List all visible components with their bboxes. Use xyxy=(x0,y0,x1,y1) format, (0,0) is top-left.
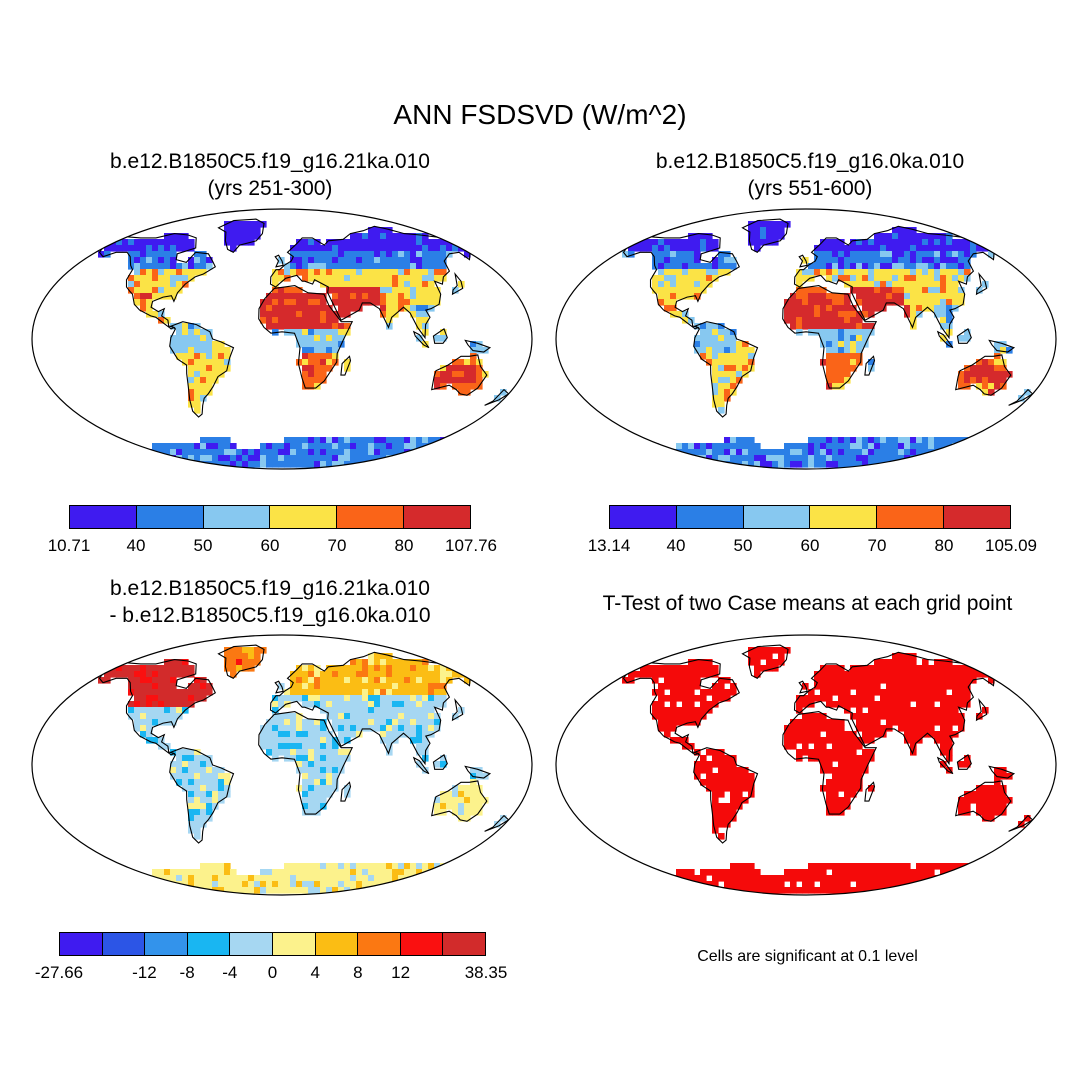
map-panel-bottom-left-cells xyxy=(98,647,507,894)
colorbar-top-right-label-2: 50 xyxy=(733,536,753,555)
map-panel-top-right-cells xyxy=(622,221,1031,468)
colorbar-top-left-swatch-1 xyxy=(136,506,204,528)
colorbar-bottom-left-swatch-6 xyxy=(315,933,359,955)
colorbar-top-left-swatch-5 xyxy=(404,506,470,528)
colorbar-top-right-swatch-2 xyxy=(743,506,811,528)
colorbar-bottom-left-label-4: -4 xyxy=(222,963,238,982)
colorbar-top-right-swatch-3 xyxy=(810,506,878,528)
colorbar-top-left-swatch-0 xyxy=(70,506,137,528)
map-panel-bottom-right-coastlines xyxy=(622,644,1034,844)
colorbar-bottom-left-swatch-8 xyxy=(400,933,444,955)
colorbar-top-right-label-3: 60 xyxy=(800,536,820,555)
map-panel-bottom-left-border xyxy=(31,634,533,896)
colorbar-bottom-left-label-10: 38.35 xyxy=(464,963,508,982)
colorbar-top-left-swatch-3 xyxy=(270,506,338,528)
colorbar-top-right-label-0: 13.14 xyxy=(587,536,631,555)
colorbar-top-right-swatch-4 xyxy=(877,506,945,528)
significance-note: Cells are significant at 0.1 level xyxy=(697,948,918,965)
colorbar-bottom-left-label-6: 4 xyxy=(310,963,320,982)
colorbar-top-right xyxy=(609,505,1011,529)
panel-title-top-left-line2: (yrs 251-300) xyxy=(207,177,333,200)
panel-title-bottom-right: T-Test of two Case means at each grid po… xyxy=(602,592,1013,615)
colorbar-bottom-left-swatch-2 xyxy=(145,933,188,955)
map-panel-top-right-border xyxy=(555,208,1057,470)
figure-title: ANN FSDSVD (W/m^2) xyxy=(393,99,687,130)
map-panel-bottom-left-coastlines xyxy=(98,644,510,844)
colorbar-top-left-label-0: 10.71 xyxy=(47,536,91,555)
colorbar-top-left xyxy=(69,505,471,529)
panel-title-bottom-left-line1: b.e12.B1850C5.f19_g16.21ka.010 xyxy=(110,577,430,600)
panel-title-bottom-left-line2: - b.e12.B1850C5.f19_g16.0ka.010 xyxy=(109,604,431,627)
map-panel-top-left-coastlines xyxy=(98,218,510,418)
panel-title-top-right-line2: (yrs 551-600) xyxy=(747,177,873,200)
map-panel-top-left-border xyxy=(31,208,533,470)
colorbar-top-right-label-1: 40 xyxy=(666,536,686,555)
map-panel-bottom-right-border xyxy=(555,634,1057,896)
colorbar-top-left-label-5: 80 xyxy=(394,536,414,555)
panel-title-top-right-line1: b.e12.B1850C5.f19_g16.0ka.010 xyxy=(655,150,965,173)
colorbar-top-right-swatch-5 xyxy=(944,506,1010,528)
colorbar-top-right-swatch-1 xyxy=(676,506,744,528)
colorbar-bottom-left-swatch-0 xyxy=(60,933,103,955)
panel-title-top-left-line1: b.e12.B1850C5.f19_g16.21ka.010 xyxy=(110,150,430,173)
colorbar-top-right-label-6: 105.09 xyxy=(985,536,1037,555)
map-panel-top-right xyxy=(555,208,1057,470)
map-panel-top-left xyxy=(31,208,533,470)
map-panel-bottom-right xyxy=(555,634,1057,896)
colorbar-top-left-label-3: 60 xyxy=(260,536,280,555)
colorbar-top-right-label-4: 70 xyxy=(867,536,887,555)
colorbar-top-left-swatch-2 xyxy=(203,506,271,528)
colorbar-bottom-left-swatch-9 xyxy=(443,933,485,955)
colorbar-bottom-left-swatch-7 xyxy=(358,933,401,955)
colorbar-top-left-label-1: 40 xyxy=(126,536,146,555)
colorbar-bottom-left-label-5: 0 xyxy=(267,963,278,982)
colorbar-bottom-left-swatch-1 xyxy=(102,933,146,955)
colorbar-bottom-left-label-2: -12 xyxy=(132,963,157,982)
colorbar-top-left-label-4: 70 xyxy=(327,536,347,555)
map-panel-bottom-left xyxy=(31,634,533,896)
colorbar-bottom-left-swatch-5 xyxy=(272,933,316,955)
colorbar-bottom-left xyxy=(59,932,486,956)
colorbar-bottom-left-swatch-3 xyxy=(187,933,231,955)
colorbar-top-left-swatch-4 xyxy=(337,506,405,528)
colorbar-top-left-label-6: 107.76 xyxy=(445,536,497,555)
colorbar-bottom-left-label-3: -8 xyxy=(179,963,195,982)
colorbar-bottom-left-swatch-4 xyxy=(230,933,273,955)
colorbar-bottom-left-label-8: 12 xyxy=(391,963,411,982)
colorbar-bottom-left-label-0: -27.66 xyxy=(34,963,84,982)
colorbar-top-right-label-5: 80 xyxy=(934,536,954,555)
colorbar-top-left-label-2: 50 xyxy=(193,536,213,555)
map-panel-top-left-cells xyxy=(98,221,507,468)
colorbar-top-right-swatch-0 xyxy=(610,506,677,528)
map-panel-top-right-coastlines xyxy=(622,218,1034,418)
colorbar-bottom-left-label-7: 8 xyxy=(353,963,363,982)
map-panel-bottom-right-cells xyxy=(622,647,1031,894)
